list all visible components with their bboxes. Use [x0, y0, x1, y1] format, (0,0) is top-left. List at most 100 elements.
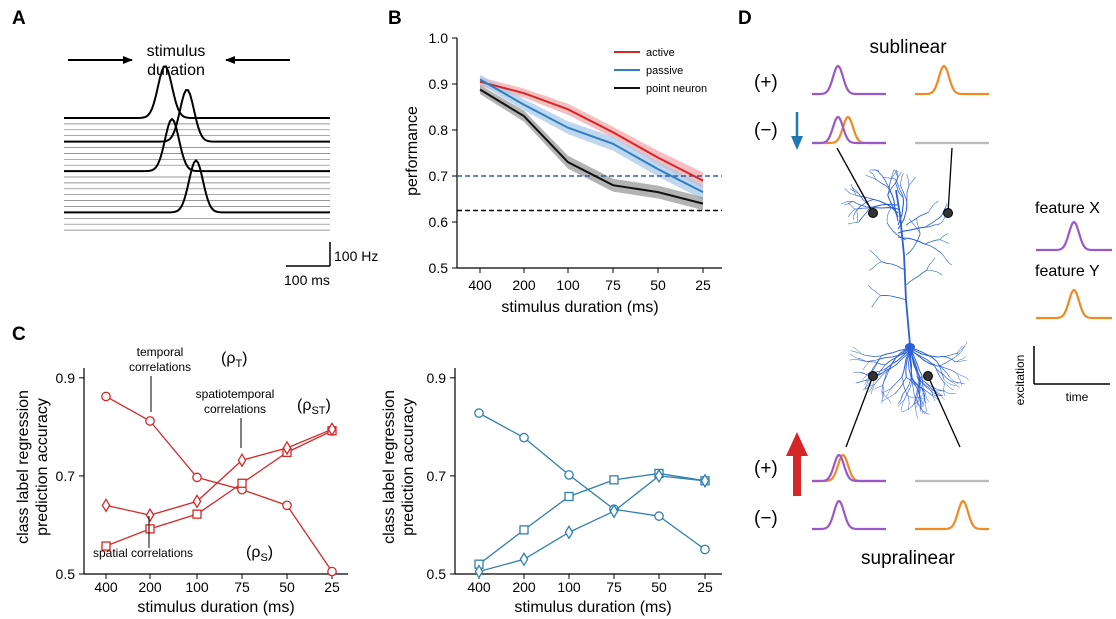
dendrite-branch: [899, 184, 908, 204]
dendrite-branch: [900, 398, 906, 411]
raster-trace: [64, 158, 330, 214]
panel-c-right-y-axis-label-1: class label regression: [381, 390, 398, 544]
y-tick-label: 0.5: [56, 566, 76, 582]
dendrite-branch: [871, 355, 882, 372]
dendrite-branch: [931, 389, 936, 402]
x-tick-label: 75: [606, 579, 622, 595]
panel-b-axes: 0.5 0.6 0.7 0.8 0.9 1.0 400 200 100 75 50 25: [429, 30, 722, 293]
raster-trace: [64, 65, 330, 119]
dendrite-branch: [941, 253, 952, 266]
marker-diamond: [192, 494, 202, 509]
dendrite-branch: [868, 261, 882, 271]
sublinear-plus-label: (+): [754, 72, 778, 93]
apical-trunk: [895, 189, 911, 346]
dendrite-branch: [923, 392, 927, 404]
marker-square: [192, 509, 202, 519]
dendrite-branch: [949, 380, 960, 389]
dendrite-branch: [881, 371, 888, 392]
dendrite-branch: [905, 269, 928, 286]
dendrite-branch: [871, 169, 880, 173]
x-tick-label: 100: [556, 277, 580, 293]
pointer-sublinear-null: [947, 147, 953, 214]
annotation-spatiotemporal-symbol: (ρST): [297, 397, 331, 417]
dendrite-branch: [858, 357, 870, 363]
dendrite-branch: [852, 346, 862, 355]
dendrite-branch: [885, 388, 891, 398]
dendrite-branch: [862, 361, 870, 371]
dendrite-branch: [918, 380, 933, 393]
panel-d-schematic: sublinear supralinear (+) (−) (+) (−) fe…: [754, 37, 1112, 569]
dendrite-branch: [908, 218, 921, 234]
dendrite-branch: [895, 182, 904, 199]
marker-diamond: [609, 503, 619, 519]
marker-diamond: [654, 468, 664, 484]
dendrite-branch: [880, 294, 907, 301]
dendrite-branch: [850, 353, 862, 361]
scale-rate-label: 100 Hz: [334, 248, 378, 264]
pointer-supralinear-plus: [845, 375, 874, 448]
dendrite-branch: [875, 178, 891, 191]
marker-circle: [327, 566, 337, 577]
dendrite-branch: [917, 403, 930, 415]
y-tick-label: 0.9: [56, 370, 76, 386]
feature-y-curve: [915, 499, 989, 531]
dendrite-branch: [908, 177, 916, 187]
x-tick-label: 100: [185, 579, 209, 595]
dendrite-branch: [911, 377, 920, 395]
dendrite-branch: [927, 391, 940, 401]
marker-diamond: [564, 525, 574, 540]
panel-b-error-bands: [480, 74, 703, 211]
panel-c-left-chart: 0.5 0.7 0.9 400 200 100 75 50 25 stimulus durati…: [15, 345, 348, 616]
dendrite-branch: [921, 379, 943, 392]
dendrite-branch: [908, 349, 913, 382]
scale-time-label: 100 ms: [284, 272, 330, 288]
marker-square: [237, 478, 247, 488]
dendrite-branch: [881, 391, 883, 404]
dendrite-branch: [943, 383, 945, 396]
dendrite-branch: [874, 371, 887, 385]
dendrite-branch: [862, 380, 872, 391]
dendrite-branch: [897, 197, 905, 226]
legend-label-passive: passive: [646, 65, 683, 77]
synapse-site-2: [943, 208, 953, 218]
dendrite-branch: [925, 223, 941, 228]
dendrite-branch: [909, 347, 923, 376]
marker-diamond: [700, 473, 710, 489]
dendrite-branch: [914, 380, 920, 403]
y-tick-label: 0.6: [429, 214, 449, 230]
stimulus-duration-title-2: duration: [147, 62, 205, 79]
y-tick-label: 1.0: [429, 30, 449, 46]
feature-x-curve: [812, 115, 886, 145]
marker-circle: [145, 416, 155, 426]
panel-c-right-axes: 0.5 0.7 0.9 400 200 100 75 50 25: [427, 368, 722, 595]
marker-circle: [282, 500, 292, 511]
dendrite-branch: [847, 221, 859, 225]
x-tick-label: 50: [279, 579, 295, 595]
dendrite-branch: [943, 379, 956, 387]
panel-b-legend: active passive point neuron: [614, 47, 707, 95]
sublinear-title: sublinear: [869, 37, 947, 58]
annotation-spatial-symbol: (ρS): [246, 544, 273, 564]
dendrite-branch: [880, 347, 911, 357]
dendrite-branch: [881, 261, 907, 271]
dendrite-branch: [940, 239, 950, 244]
marker-circle: [700, 544, 710, 555]
panel-b-x-axis-label: stimulus duration (ms): [501, 299, 658, 316]
down-arrow-icon: [791, 136, 803, 150]
dendrite-branch: [919, 398, 922, 412]
dendrite-branch: [908, 396, 924, 400]
dendrite-branch: [871, 295, 881, 308]
y-tick-label: 0.7: [427, 468, 447, 484]
dendrite-branch: [917, 403, 925, 414]
marker-diamond: [519, 552, 529, 567]
dendrite-branch: [955, 355, 967, 363]
dendrite-branch: [867, 285, 881, 296]
panel-d-feature-curves: [812, 64, 1112, 531]
series-line-point-neuron: [479, 88, 704, 205]
dendrite-branch: [905, 233, 921, 256]
panel-c-right-x-axis-label: stimulus duration (ms): [514, 599, 671, 616]
x-tick-label: 25: [695, 277, 711, 293]
increase-arrow-shaft: [793, 452, 801, 496]
series-line-circle: [478, 412, 706, 551]
dendrite-branch: [881, 388, 891, 394]
